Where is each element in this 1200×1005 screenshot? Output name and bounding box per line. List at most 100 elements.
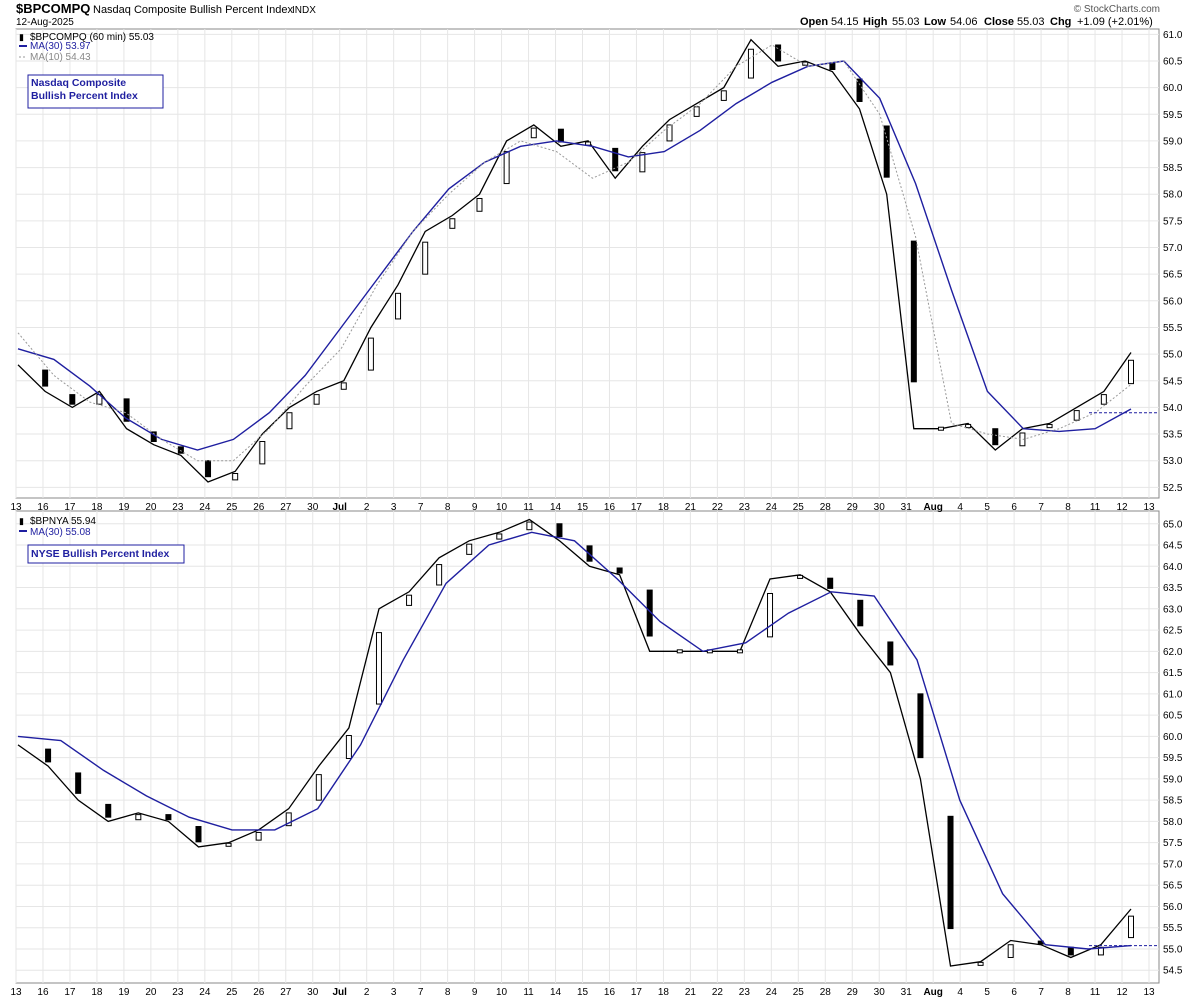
- price-candle: [937, 426, 944, 431]
- top-annotation-line-1: Nasdaq Composite: [31, 77, 126, 89]
- x-tick-label: Aug: [923, 502, 942, 513]
- x-tick-label: 24: [766, 987, 778, 998]
- price-candle: [259, 441, 266, 465]
- x-tick-label: 30: [307, 987, 319, 998]
- x-tick-label: Aug: [923, 987, 942, 998]
- x-tick-label: 7: [1038, 502, 1044, 513]
- ohlc-readout: Open 54.15 High 55.03 Low 54.06 Close 55…: [800, 16, 1153, 28]
- x-tick-label: 16: [604, 502, 616, 513]
- x-tick-label: 23: [739, 502, 751, 513]
- y-tick-label: 58.5: [1163, 163, 1183, 174]
- x-tick-label: 18: [91, 987, 103, 998]
- x-tick-label: 15: [577, 987, 589, 998]
- y-tick-label: 55.0: [1163, 350, 1183, 361]
- x-tick-label: 10: [496, 987, 508, 998]
- price-candle: [1046, 423, 1053, 429]
- x-tick-label: 7: [418, 987, 424, 998]
- y-tick-label: 64.0: [1163, 562, 1183, 573]
- price-candle: [1100, 394, 1107, 405]
- y-tick-label: 54.5: [1163, 966, 1183, 977]
- x-tick-label: 4: [957, 502, 963, 513]
- x-tick-label: 8: [445, 502, 451, 513]
- x-tick-label: 26: [253, 987, 265, 998]
- price-candle: [797, 574, 804, 579]
- x-tick-label: 12: [1116, 987, 1128, 998]
- x-tick-label: 6: [1011, 987, 1017, 998]
- price-candle: [856, 78, 863, 102]
- price-candle: [887, 641, 894, 666]
- x-tick-label: 11: [1090, 987, 1101, 998]
- x-tick-label: 20: [145, 987, 157, 998]
- legend-bottom-ma30-label: MA(30) 55.08: [30, 527, 91, 538]
- x-tick-label: 2: [364, 502, 370, 513]
- y-tick-label: 59.5: [1163, 110, 1183, 121]
- price-candle: [449, 218, 456, 229]
- x-tick-label: 13: [1143, 987, 1155, 998]
- price-candle: [476, 197, 483, 212]
- x-tick-label: 25: [226, 987, 238, 998]
- price-candle: [965, 423, 972, 429]
- x-tick-label: 18: [658, 987, 670, 998]
- high-value: 55.03: [892, 16, 920, 28]
- price-candle: [883, 125, 890, 178]
- y-tick-label: 62.0: [1163, 647, 1183, 658]
- y-tick-label: 53.0: [1163, 456, 1183, 467]
- price-candle: [466, 543, 473, 555]
- y-tick-label: 57.5: [1163, 216, 1183, 227]
- x-tick-label: 22: [712, 502, 724, 513]
- x-tick-label: 15: [577, 502, 589, 513]
- price-candle: [375, 632, 382, 705]
- x-tick-label: 28: [820, 502, 832, 513]
- price-candle: [313, 394, 320, 405]
- y-tick-label: 59.0: [1163, 136, 1183, 147]
- price-candle: [105, 803, 112, 818]
- price-candle: [42, 369, 49, 387]
- x-tick-label: 23: [172, 987, 184, 998]
- x-tick-label: 20: [145, 502, 157, 513]
- price-candle: [992, 428, 999, 446]
- x-tick-label: 25: [793, 987, 805, 998]
- x-tick-label: 17: [64, 987, 76, 998]
- price-candle: [340, 382, 347, 390]
- close-label: Close: [984, 16, 1014, 28]
- x-tick-label: 21: [685, 502, 697, 513]
- x-tick-label: 30: [874, 987, 886, 998]
- x-tick-label: Jul: [332, 502, 347, 513]
- x-tick-label: 25: [226, 502, 238, 513]
- bottom-panel-x-axis: 13 16 17 18 19 20 23 24 25 26 27 30 Jul 2 3 7 8 9 10 11 14 15…: [10, 987, 1155, 998]
- y-tick-label: 54.5: [1163, 376, 1183, 387]
- x-tick-label: 17: [631, 502, 643, 513]
- price-candle: [135, 814, 142, 821]
- price-candle: [205, 460, 212, 478]
- price-candle: [526, 521, 533, 531]
- bottom-panel-grid: [15, 511, 1159, 983]
- x-tick-label: 18: [91, 502, 103, 513]
- x-tick-label: 24: [199, 502, 211, 513]
- bottom-annotation-frame: [27, 544, 185, 564]
- x-tick-label: 25: [793, 502, 805, 513]
- y-tick-label: 61.0: [1163, 689, 1183, 700]
- legend-ma30-label: MA(30) 53.97: [30, 41, 91, 52]
- y-tick-label: 58.0: [1163, 190, 1183, 201]
- x-tick-label: 18: [658, 502, 670, 513]
- close-value: 55.03: [1017, 16, 1045, 28]
- price-candle: [285, 812, 292, 827]
- top-annotation-line-2: Bullish Percent Index: [31, 90, 138, 102]
- y-tick-label: 55.0: [1163, 944, 1183, 955]
- y-tick-label: 53.5: [1163, 430, 1183, 441]
- price-candle: [977, 961, 984, 966]
- x-tick-label: 10: [496, 502, 508, 513]
- price-candle: [775, 44, 782, 62]
- price-candle: [367, 337, 374, 371]
- x-tick-label: 6: [1011, 502, 1017, 513]
- y-tick-label: 60.0: [1163, 732, 1183, 743]
- price-candle: [345, 735, 352, 759]
- x-tick-label: 12: [1116, 502, 1128, 513]
- price-candle: [530, 127, 537, 139]
- bottom-panel-frame: [15, 510, 1160, 984]
- x-tick-label: 24: [199, 987, 211, 998]
- x-tick-label: 23: [739, 987, 751, 998]
- x-tick-label: 3: [391, 987, 397, 998]
- x-tick-label: 17: [64, 502, 76, 513]
